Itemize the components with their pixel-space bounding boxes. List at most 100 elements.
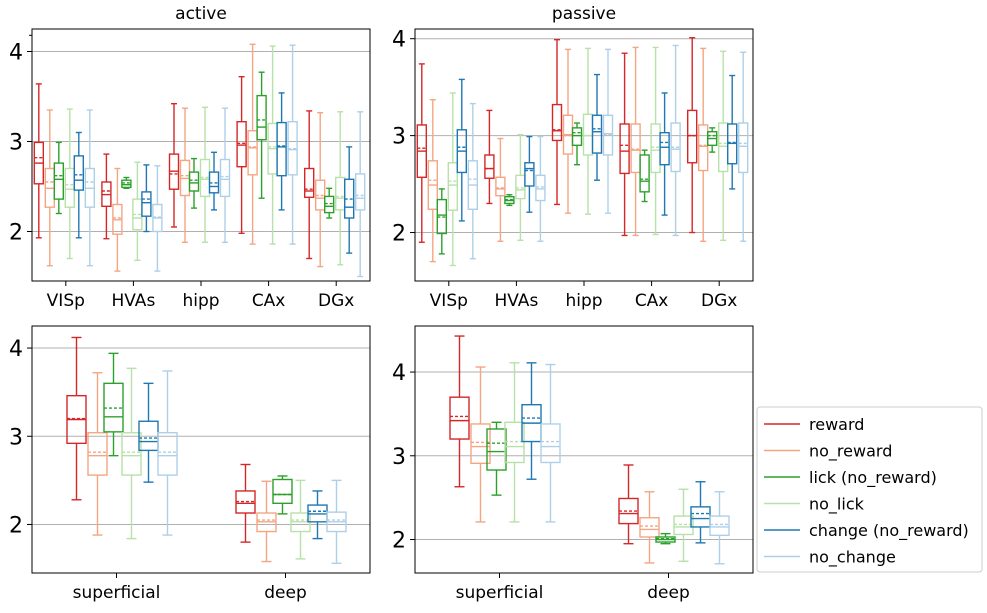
box-no-lick-visp: [447, 92, 458, 267]
box-no-reward-cax: [247, 43, 258, 245]
y-tick-label: 2: [9, 513, 23, 538]
x-tick-label: DGx: [318, 291, 354, 311]
legend-item: change (no_reward): [764, 521, 969, 541]
box-no-reward-visp: [44, 109, 55, 267]
box-iqr: [639, 154, 650, 193]
y-tick-label: 3: [392, 445, 406, 470]
box-reward-dgx: [687, 37, 698, 234]
x-tick-label: HVAs: [494, 291, 538, 311]
box-no-lick-superficial: [121, 367, 142, 540]
box-iqr: [718, 122, 729, 173]
x-tick-label: hipp: [565, 291, 602, 311]
y-tick-label: 4: [9, 41, 23, 66]
box-no-lick-dgx: [335, 111, 346, 266]
box-iqr: [504, 421, 525, 464]
y-tick-label: 4: [392, 361, 406, 386]
box-lick-no-reward--hvas: [121, 176, 132, 190]
box-no-reward-visp: [427, 99, 438, 263]
legend-label: no_lick: [809, 495, 865, 515]
box-no-reward-superficial: [87, 372, 108, 536]
box-iqr: [73, 155, 85, 191]
box-iqr: [673, 515, 694, 536]
box-no-lick-hvas: [132, 161, 143, 261]
box-iqr: [524, 162, 535, 187]
legend-label: no_change: [809, 548, 896, 568]
panel-active: 2 3 4 VISp HVAs hipp CAx DGx active: [9, 4, 371, 311]
box-iqr: [247, 129, 258, 176]
legend-label: lick (no_reward): [809, 468, 937, 488]
box-iqr: [121, 432, 142, 476]
box-iqr: [540, 423, 561, 464]
box-no-change-superficial: [540, 363, 561, 523]
y-tick-label: 3: [9, 425, 23, 450]
box-no-change-visp: [84, 109, 96, 267]
box-lick-no-reward--hipp: [571, 122, 583, 166]
box-iqr: [449, 396, 470, 440]
box-lick-no-reward--superficial: [486, 421, 507, 496]
box-no-change-visp: [467, 102, 478, 260]
x-tick-label: DGx: [701, 291, 737, 311]
y-tick-label: 2: [392, 529, 406, 554]
box-reward-dgx: [304, 110, 315, 260]
box-iqr: [53, 162, 64, 200]
box-iqr: [335, 176, 346, 211]
box-reward-superficial: [449, 335, 470, 488]
x-tick-label: VISp: [47, 291, 85, 311]
box-lick-no-reward--hipp: [188, 157, 200, 209]
legend-item: reward: [764, 415, 864, 434]
box-iqr: [236, 120, 247, 168]
box-reward-deep: [618, 464, 639, 545]
panel-title: passive: [552, 4, 616, 24]
legend-label: reward: [809, 415, 864, 434]
box-iqr: [256, 94, 267, 141]
box-lick-no-reward--deep: [655, 532, 676, 545]
box-no-change-superficial: [157, 370, 178, 536]
box-lick-no-reward--hvas: [504, 194, 515, 207]
box-lick-no-reward--visp: [436, 188, 447, 255]
box-no-lick-visp: [64, 108, 76, 260]
panel-title: active: [175, 4, 227, 24]
legend-item: no_change: [764, 548, 896, 568]
box-iqr: [87, 432, 108, 476]
box-iqr: [639, 517, 660, 538]
box-no-change-cax: [287, 44, 298, 245]
box-no-reward-hvas: [495, 137, 506, 242]
legend-frame: [756, 406, 983, 573]
box-lick-no-reward--superficial: [103, 352, 124, 457]
box-iqr: [141, 191, 152, 217]
y-tick-label: 4: [392, 28, 406, 53]
x-tick-label: HVAs: [111, 291, 155, 311]
box-no-change-dgx: [355, 111, 366, 278]
box-change-no-reward--dgx: [344, 146, 355, 254]
box-iqr: [272, 478, 293, 505]
box-lick-no-reward--visp: [53, 141, 64, 215]
box-iqr: [738, 122, 749, 174]
box-iqr: [659, 132, 670, 166]
box-no-change-cax: [670, 44, 681, 237]
x-tick-label: hipp: [182, 291, 219, 311]
box-iqr: [709, 515, 730, 537]
box-change-no-reward--superficial: [138, 382, 159, 483]
box-reward-deep: [235, 463, 256, 543]
box-change-no-reward--visp: [73, 131, 85, 239]
box-no-lick-dgx: [718, 50, 729, 241]
x-tick-label: VISp: [430, 291, 468, 311]
legend-label: no_reward: [809, 442, 892, 462]
box-no-reward-dgx: [315, 111, 326, 268]
x-tick-label: CAx: [635, 291, 669, 311]
box-no-lick-deep: [673, 488, 694, 562]
box-no-lick-superficial: [504, 362, 525, 523]
box-iqr: [687, 109, 698, 164]
box-lick-no-reward--dgx: [707, 127, 718, 153]
box-no-reward-hipp: [562, 48, 574, 214]
box-no-change-hipp: [219, 107, 231, 244]
box-iqr: [619, 123, 630, 175]
legend-item: no_lick: [764, 495, 865, 515]
box-reward-hvas: [101, 153, 112, 240]
box-no-lick-deep: [290, 479, 311, 560]
x-tick-label: CAx: [252, 291, 286, 311]
box-no-lick-cax: [267, 45, 278, 245]
